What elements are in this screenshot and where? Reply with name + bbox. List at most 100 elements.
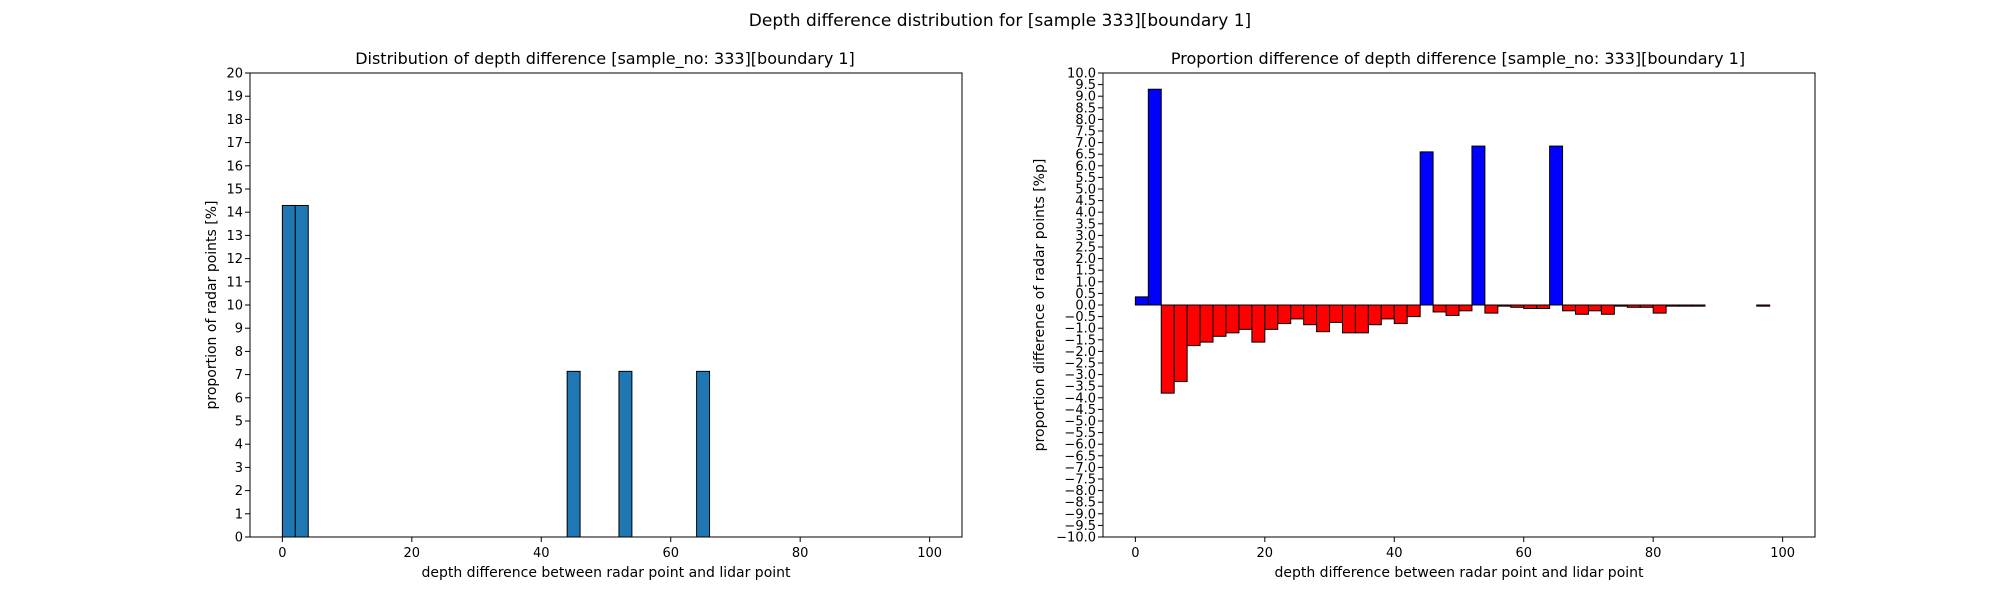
proportion-difference-chart-bar [1354,304,1369,334]
proportion-difference-chart-bar [1639,304,1654,308]
proportion-difference-chart-ytick-label: 5.0 [1075,183,1096,198]
proportion-difference-chart-bar [1147,88,1162,306]
proportion-difference-chart-bar [1756,304,1771,307]
proportion-difference-chart-bar [1134,296,1149,306]
proportion-difference-chart-ytick-label: −0.5 [1064,310,1096,325]
distribution-chart-plot-frame [249,72,963,538]
proportion-difference-chart-bar [1587,304,1602,312]
distribution-chart-ytick-label: 13 [226,229,243,244]
distribution-chart-xtick-label: 20 [404,546,421,561]
proportion-difference-chart-ytick-label: −4.5 [1064,403,1096,418]
distribution-chart-bar [294,204,309,538]
proportion-difference-chart-bar [1367,304,1382,326]
proportion-difference-chart-bar [1199,304,1214,343]
distribution-chart-ytick-label: 6 [235,391,243,406]
distribution-chart-ytick-label: 18 [226,113,243,128]
proportion-difference-chart-bar [1497,304,1512,307]
proportion-difference-chart-bar [1652,304,1667,314]
proportion-difference-chart-bar [1225,304,1240,334]
proportion-difference-chart-bar [1678,304,1693,307]
proportion-difference-chart-bar [1406,304,1421,318]
proportion-difference-chart-bar [1251,304,1266,343]
proportion-difference-chart-ytick-label: −7.5 [1064,473,1096,488]
distribution-chart-ytick-label: 14 [226,206,243,221]
proportion-difference-chart-ytick-label: −1.0 [1064,322,1096,337]
proportion-difference-chart-bar [1445,304,1460,316]
proportion-difference-chart-bar [1458,304,1473,312]
proportion-difference-chart-xlabel: depth difference between radar point and… [1274,565,1644,581]
distribution-chart-xtick-label: 100 [917,546,942,561]
proportion-difference-chart-bar [1626,304,1641,308]
proportion-difference-chart-bar [1484,304,1499,314]
proportion-difference-chart-ytick-label: −4.0 [1064,391,1096,406]
proportion-difference-chart-bar [1471,145,1486,306]
proportion-difference-chart-ytick-label: −8.5 [1064,496,1096,511]
proportion-difference-chart-ytick-label: 4.0 [1075,206,1096,221]
proportion-difference-chart-ytick-label: −10.0 [1056,531,1096,546]
proportion-difference-chart-ytick-label: −7.0 [1064,461,1096,476]
distribution-chart-ytick-label: 8 [235,345,243,360]
proportion-difference-chart-ytick-label: 8.5 [1075,101,1096,116]
distribution-chart-xlabel: depth difference between radar point and… [421,565,791,581]
proportion-difference-chart: Proportion difference of depth differenc… [1032,49,1816,581]
proportion-difference-chart-ytick-label: 4.5 [1075,194,1096,209]
proportion-difference-chart-ytick-label: 3.5 [1075,217,1096,232]
proportion-difference-chart-ytick-label: −9.0 [1064,507,1096,522]
proportion-difference-chart-bar [1562,304,1577,312]
distribution-chart-ytick-label: 7 [235,368,243,383]
proportion-difference-chart-ytick-label: 5.5 [1075,171,1096,186]
proportion-difference-chart-ytick-label: 9.5 [1075,78,1096,93]
distribution-chart-ytick-label: 19 [226,90,243,105]
proportion-difference-chart-bar [1510,304,1525,308]
distribution-chart-xtick-label: 80 [792,546,809,561]
proportion-difference-chart-bar [1238,304,1253,330]
proportion-difference-chart-bar [1549,145,1564,306]
proportion-difference-chart-bar [1264,304,1279,330]
distribution-chart-bars [281,204,711,538]
proportion-difference-chart-ytick-label: −3.0 [1064,368,1096,383]
proportion-difference-chart-ytick-label: 8.0 [1075,113,1096,128]
proportion-difference-chart-ytick-label: −1.5 [1064,333,1096,348]
distribution-chart-ytick-label: 10 [226,299,243,314]
distribution-chart-bar [566,370,581,538]
proportion-difference-chart-bar [1303,304,1318,326]
proportion-difference-chart-bar [1316,304,1331,333]
proportion-difference-chart-ytick-label: −3.5 [1064,380,1096,395]
proportion-difference-chart-bar [1380,304,1395,320]
proportion-difference-chart-bar [1613,304,1628,307]
proportion-difference-chart-bar [1523,304,1538,309]
distribution-chart-ytick-label: 5 [235,415,243,430]
distribution-chart: Distribution of depth difference [sample… [204,49,963,581]
proportion-difference-chart-ytick-label: 0.5 [1075,287,1096,302]
proportion-difference-chart-xtick-label: 60 [1515,546,1532,561]
proportion-difference-chart-bar [1575,304,1589,315]
distribution-chart-ytick-label: 1 [235,507,243,522]
proportion-difference-chart-ytick-label: 0.0 [1075,299,1096,314]
proportion-difference-chart-xtick-label: 100 [1770,546,1795,561]
proportion-difference-chart-ytick-label: 7.0 [1075,136,1096,151]
proportion-difference-chart-bar [1212,304,1227,337]
proportion-difference-chart-bar [1665,304,1680,307]
proportion-difference-chart-xtick-label: 0 [1131,546,1139,561]
proportion-difference-chart-bar [1393,304,1408,325]
distribution-chart-title: Distribution of depth difference [sample… [355,49,855,69]
proportion-difference-chart-ytick-label: −6.5 [1064,449,1096,464]
distribution-chart-ytick-label: 16 [226,159,243,174]
proportion-difference-chart-bar [1173,304,1188,383]
proportion-difference-chart-ytick-label: −5.5 [1064,426,1096,441]
proportion-difference-chart-ytick-label: 6.0 [1075,159,1096,174]
distribution-chart-ytick-label: 20 [226,67,243,82]
proportion-difference-chart-bar [1290,304,1305,320]
proportion-difference-chart-bar [1329,304,1343,323]
proportion-difference-chart-bar [1277,304,1292,325]
proportion-difference-chart-ytick-label: −9.5 [1064,519,1096,534]
proportion-difference-chart-ytick-label: −5.0 [1064,415,1096,430]
distribution-chart-xtick-label: 60 [662,546,679,561]
proportion-difference-chart-ytick-label: −6.0 [1064,438,1096,453]
distribution-chart-ytick-label: 15 [226,183,243,198]
proportion-difference-chart-ytick-label: 7.5 [1075,125,1096,140]
distribution-chart-ylabel: proportion of radar points [%] [204,200,220,409]
proportion-difference-chart-ytick-label: 1.5 [1075,264,1096,279]
proportion-difference-chart-ytick-label: 2.0 [1075,252,1096,267]
proportion-difference-chart-bar [1691,304,1706,307]
